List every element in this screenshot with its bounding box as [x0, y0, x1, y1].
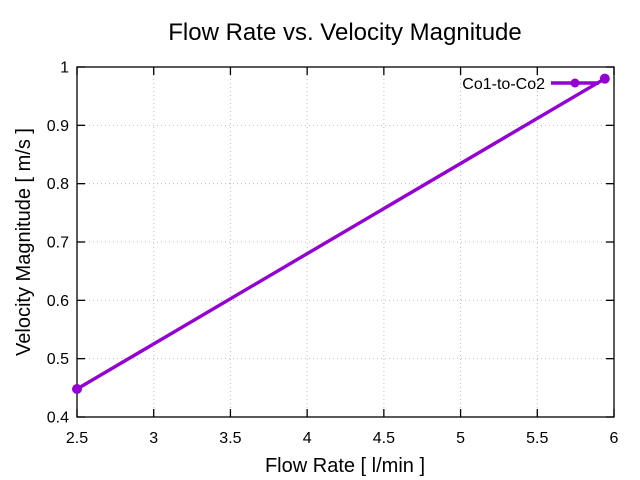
y-tick-label: 0.6 — [47, 293, 69, 310]
y-tick-label: 0.4 — [47, 410, 69, 427]
y-tick-label: 0.9 — [47, 118, 69, 135]
y-tick-label: 1 — [60, 60, 69, 77]
y-axis-label: Velocity Magnitude [ m/s ] — [13, 128, 35, 356]
axes-layer — [76, 66, 615, 418]
series-layer — [72, 73, 610, 394]
y-tick-label: 0.5 — [47, 351, 69, 368]
x-tick-label: 3 — [149, 430, 158, 447]
grid-layer — [77, 67, 614, 417]
x-tick-label: 3.5 — [219, 430, 241, 447]
x-tick-label: 2.5 — [66, 430, 88, 447]
x-tick-label: 5 — [456, 430, 465, 447]
chart-title: Flow Rate vs. Velocity Magnitude — [168, 19, 522, 46]
y-tick-label: 0.7 — [47, 235, 69, 252]
legend-label: Co1-to-Co2 — [462, 76, 545, 93]
x-tick-label: 4.5 — [373, 430, 395, 447]
data-line — [75, 76, 607, 391]
x-tick-label: 4 — [303, 430, 312, 447]
x-tick-label: 6 — [610, 430, 619, 447]
y-tick-label: 0.8 — [47, 176, 69, 193]
x-tick-label: 5.5 — [526, 430, 548, 447]
data-point-marker — [599, 73, 610, 84]
x-axis-label: Flow Rate [ l/min ] — [265, 455, 425, 477]
legend: Co1-to-Co2 — [462, 76, 599, 93]
legend-sample-marker — [570, 78, 580, 88]
tick-labels-layer: 2.5 3 3.5 4 4.5 5 5.5 6 0.4 0.5 0.6 0.7 0.8 0.9 1 — [47, 60, 619, 448]
data-point-marker — [72, 384, 82, 394]
